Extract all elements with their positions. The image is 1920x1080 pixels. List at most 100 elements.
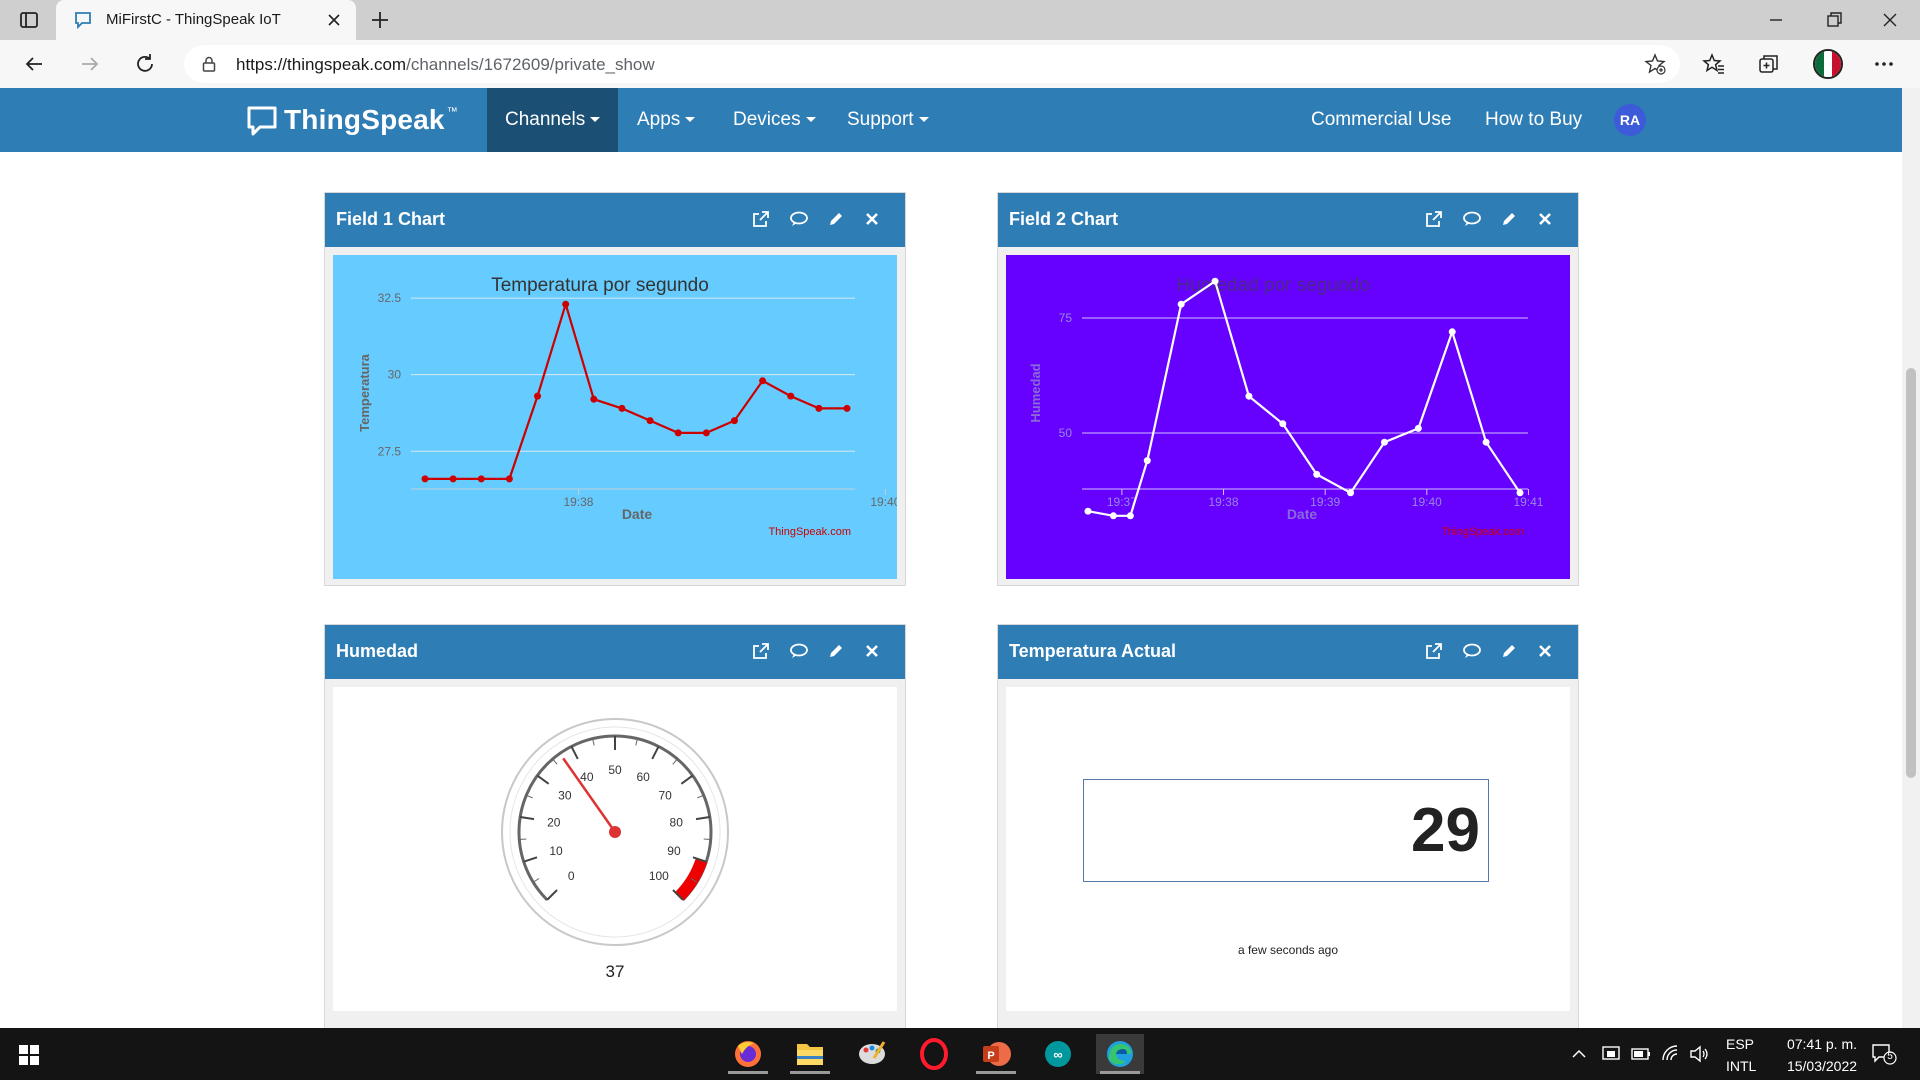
y-tick-label: 75: [1059, 311, 1073, 325]
tab-actions-icon[interactable]: [18, 9, 40, 31]
edit-pencil-icon[interactable]: [825, 640, 847, 662]
url-text: https://thingspeak.com/channels/1672609/…: [236, 55, 655, 75]
gauge-minor-tick: [697, 794, 704, 799]
chart-y-axis-label: Humedad: [1028, 363, 1043, 422]
menu-apps[interactable]: Apps: [619, 88, 713, 152]
window-minimize-icon[interactable]: [1764, 8, 1788, 32]
data-point: [1414, 424, 1422, 432]
notification-count: 5: [1887, 1051, 1893, 1062]
collections-icon[interactable]: [1757, 52, 1781, 76]
forward-icon[interactable]: [78, 52, 102, 76]
language-indicator-top[interactable]: ESP: [1726, 1036, 1755, 1052]
open-external-icon[interactable]: [750, 640, 772, 662]
close-widget-icon[interactable]: [861, 208, 883, 230]
device-tray-icon[interactable]: [1600, 1043, 1622, 1065]
window-restore-icon[interactable]: [1822, 8, 1846, 32]
link-how-to-buy[interactable]: How to Buy: [1467, 88, 1600, 152]
clock-date[interactable]: 15/03/2022: [1786, 1058, 1858, 1074]
comment-icon[interactable]: [1461, 640, 1483, 662]
page-scrollbar[interactable]: [1902, 88, 1920, 1028]
favorites-icon[interactable]: [1702, 52, 1726, 76]
data-point: [534, 392, 542, 400]
taskbar-powerpoint[interactable]: P: [972, 1034, 1020, 1074]
taskbar-arduino[interactable]: ∞: [1034, 1034, 1082, 1074]
lock-icon[interactable]: [200, 55, 218, 73]
caret-down-icon: [918, 117, 929, 123]
x-tick-label: 19:39: [1310, 495, 1340, 509]
edit-pencil-icon[interactable]: [1498, 640, 1520, 662]
gauge-major-tick: [692, 856, 707, 863]
data-point: [1211, 277, 1219, 285]
volume-icon[interactable]: [1688, 1043, 1710, 1065]
windows-start-icon[interactable]: [18, 1044, 40, 1066]
link-commercial-use[interactable]: Commercial Use: [1293, 88, 1469, 152]
tab-close-icon[interactable]: [324, 10, 344, 30]
chart-credit: ThingSpeak.com: [768, 526, 851, 538]
language-indicator-bottom[interactable]: INTL: [1726, 1058, 1757, 1074]
data-point: [730, 417, 738, 425]
window-close-icon[interactable]: [1878, 8, 1902, 32]
scrollbar-thumb[interactable]: [1906, 368, 1916, 778]
wifi-icon[interactable]: [1660, 1043, 1682, 1065]
data-point: [674, 429, 682, 437]
taskbar-paint[interactable]: [848, 1034, 896, 1074]
battery-icon[interactable]: [1630, 1043, 1652, 1065]
data-point: [1126, 512, 1134, 520]
open-external-icon[interactable]: [1423, 640, 1445, 662]
menu-devices[interactable]: Devices: [715, 88, 834, 152]
refresh-icon[interactable]: [133, 52, 157, 76]
close-widget-icon[interactable]: [1534, 208, 1556, 230]
comment-icon[interactable]: [1461, 208, 1483, 230]
gauge-tick-label: 100: [649, 869, 669, 883]
comment-icon[interactable]: [788, 208, 810, 230]
thingspeak-logo[interactable]: ThingSpeak ™: [246, 102, 458, 138]
taskbar-firefox[interactable]: [724, 1034, 772, 1074]
open-external-icon[interactable]: [750, 208, 772, 230]
menu-channels[interactable]: Channels: [487, 88, 619, 152]
widget-header: Humedad: [325, 625, 905, 679]
open-external-icon[interactable]: [1423, 208, 1445, 230]
data-point: [618, 404, 626, 412]
address-bar: https://thingspeak.com/channels/1672609/…: [0, 40, 1920, 88]
gauge-tick-label: 90: [667, 844, 681, 858]
folder-icon: [797, 1044, 823, 1065]
widget-title: Temperatura Actual: [1009, 641, 1177, 661]
clock-time[interactable]: 07:41 p. m.: [1786, 1036, 1858, 1052]
powerpoint-icon: P: [983, 1042, 1011, 1066]
logo-trademark: ™: [446, 106, 458, 118]
taskbar-file-explorer[interactable]: [786, 1034, 834, 1074]
x-tick-label: 19:37: [1107, 495, 1137, 509]
back-icon[interactable]: [22, 52, 46, 76]
notification-center-icon[interactable]: [1870, 1042, 1898, 1066]
more-options-icon[interactable]: [1872, 52, 1896, 76]
new-tab-icon[interactable]: [368, 8, 392, 32]
taskbar-opera[interactable]: [910, 1034, 958, 1074]
caret-down-icon: [805, 117, 816, 123]
edit-pencil-icon[interactable]: [1498, 208, 1520, 230]
widget-title: Humedad: [336, 641, 419, 661]
show-hidden-icons-chevron-icon[interactable]: [1570, 1046, 1588, 1062]
paint-palette-icon: [859, 1041, 886, 1064]
close-widget-icon[interactable]: [861, 640, 883, 662]
add-favorite-icon[interactable]: [1644, 53, 1666, 75]
user-avatar[interactable]: RA: [1614, 104, 1646, 136]
browser-profile-avatar[interactable]: [1813, 49, 1843, 79]
x-tick-label: 19:38: [1209, 495, 1239, 509]
close-widget-icon[interactable]: [1534, 640, 1556, 662]
gauge-tick-label: 80: [670, 815, 684, 829]
widget-humedad-gauge: Humedad 0 10 20 30 40 50 60 70 80 90 100 37: [324, 624, 906, 1028]
data-point: [562, 300, 570, 308]
gauge-minor-tick: [519, 838, 527, 841]
edit-pencil-icon[interactable]: [825, 208, 847, 230]
gauge-minor-tick: [703, 838, 711, 841]
browser-tab[interactable]: MiFirstC - ThingSpeak IoT: [56, 0, 356, 40]
link-commercial-use-label: Commercial Use: [1311, 109, 1452, 130]
url-field[interactable]: https://thingspeak.com/channels/1672609/…: [184, 45, 1680, 83]
browser-tab-strip: MiFirstC - ThingSpeak IoT: [0, 0, 1920, 40]
channel-dashboard: Field 1 Chart Temperatura por segundo 27…: [0, 152, 1902, 1028]
gauge-minor-tick: [672, 758, 678, 765]
menu-support[interactable]: Support: [829, 88, 947, 152]
taskbar-edge[interactable]: [1096, 1034, 1144, 1074]
comment-icon[interactable]: [788, 640, 810, 662]
gauge-minor-tick: [635, 738, 638, 746]
